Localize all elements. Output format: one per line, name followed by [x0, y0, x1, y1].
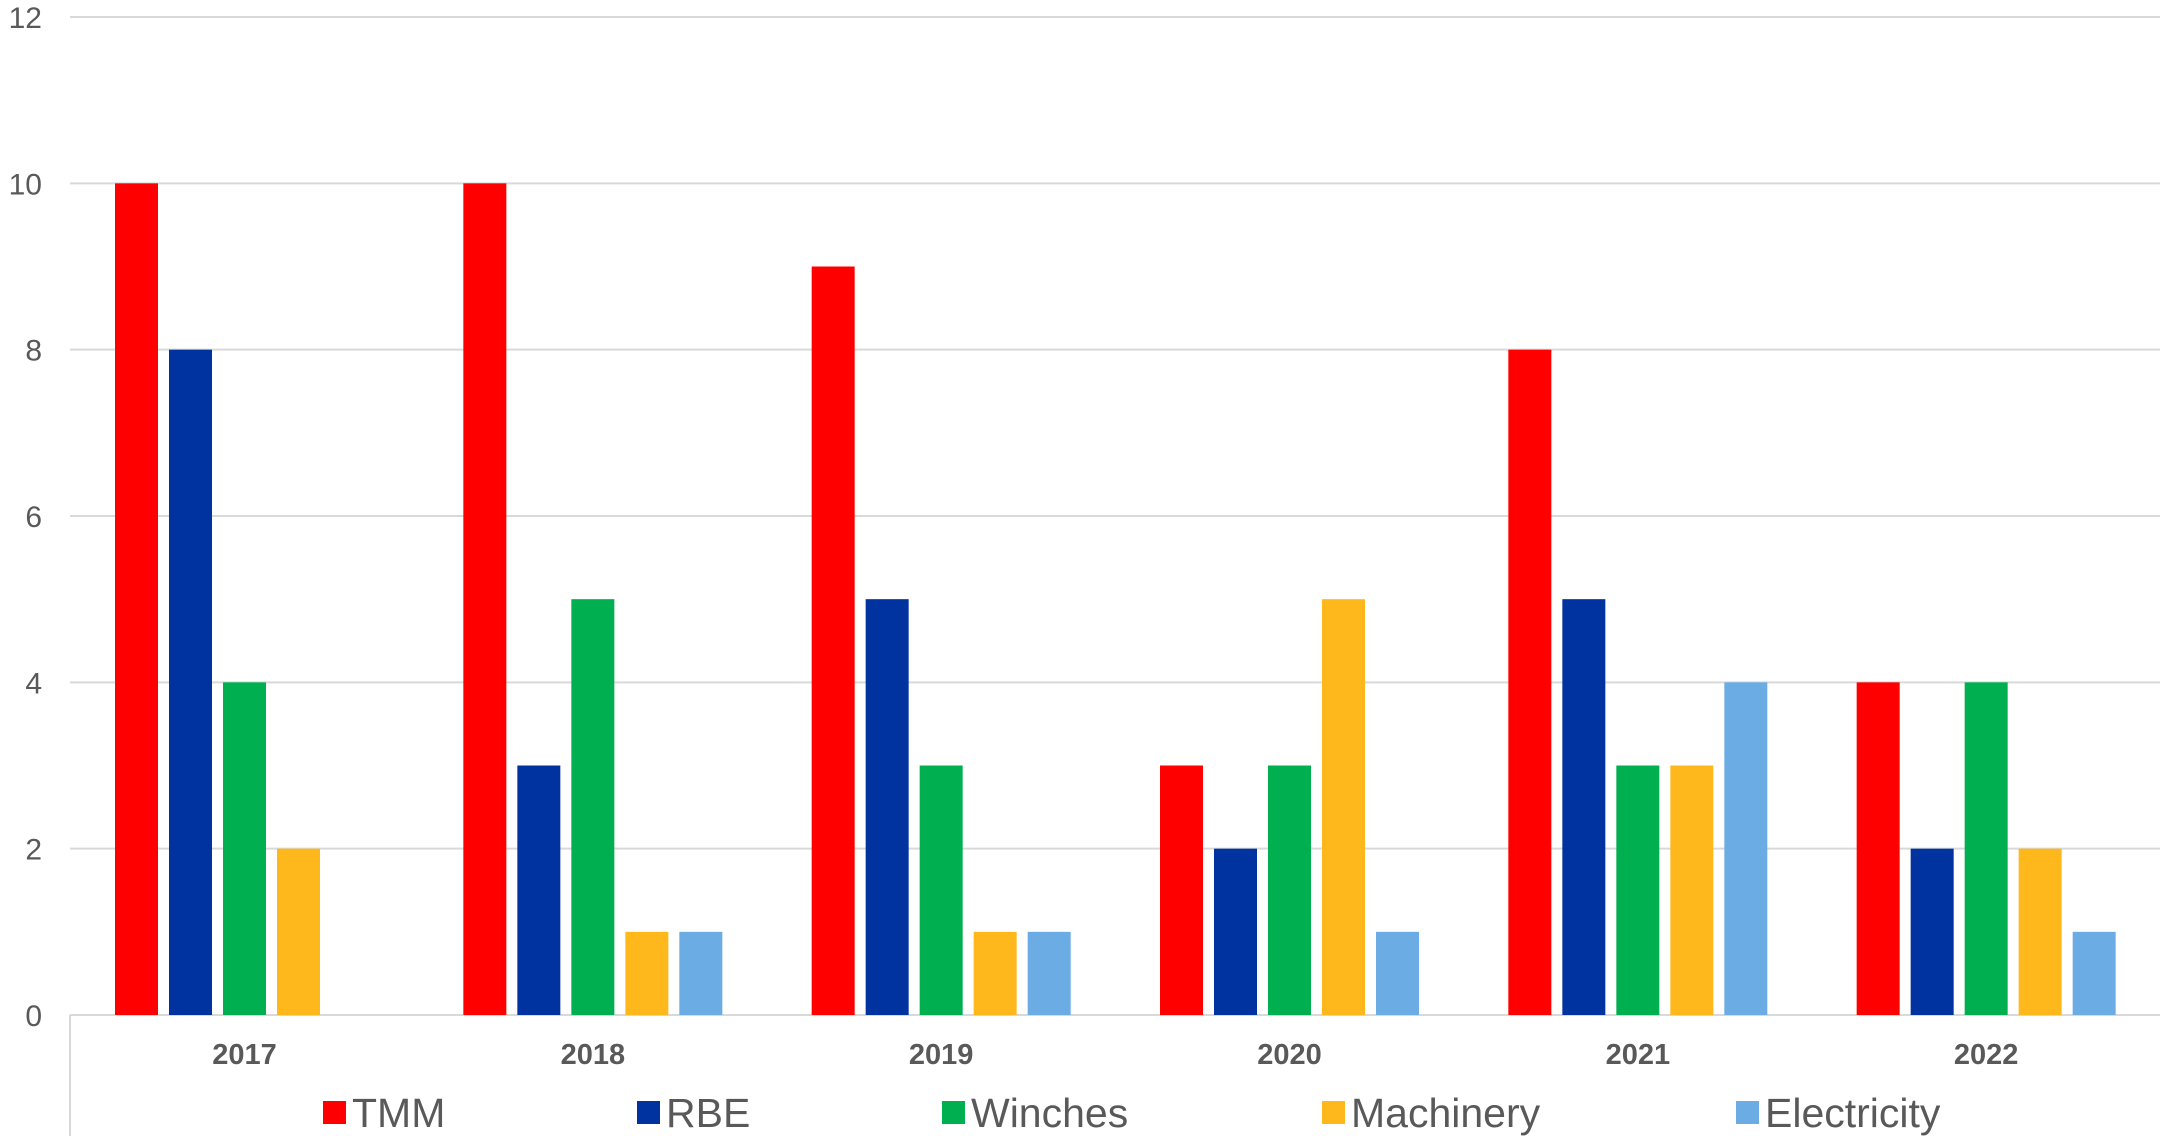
bar-winches-2020	[1268, 765, 1311, 1015]
legend-swatch	[637, 1101, 660, 1124]
bar-tmm-2018	[463, 183, 507, 1016]
bar-electricity-2022	[2072, 931, 2116, 1015]
bar-tmm-2021	[1508, 349, 1552, 1016]
bar-machinery-2019	[973, 931, 1017, 1015]
bar-machinery-2022	[2018, 848, 2062, 1015]
legend-swatch	[942, 1101, 965, 1124]
legend-swatch	[323, 1101, 346, 1124]
bar-electricity-2020	[1376, 931, 1419, 1015]
legend-item-rbe: RBE	[637, 1090, 750, 1136]
x-tick-label: 2021	[1606, 1039, 1671, 1071]
bar-electricity-2019	[1027, 931, 1071, 1015]
bar-winches-2017	[223, 682, 266, 1015]
bar-rbe-2022	[1910, 848, 1954, 1015]
x-tick-label: 2018	[561, 1039, 626, 1071]
bar-machinery-2018	[625, 931, 669, 1015]
bar-winches-2021	[1616, 765, 1660, 1015]
bar-tmm-2020	[1160, 765, 1203, 1015]
x-tick-label: 2019	[909, 1039, 974, 1071]
bar-electricity-2021	[1724, 682, 1768, 1015]
y-tick-label: 0	[25, 1000, 42, 1033]
legend-label: TMM	[352, 1090, 445, 1136]
y-tick-label: 8	[25, 335, 42, 368]
legend-item-winches: Winches	[942, 1090, 1128, 1136]
legend-label: RBE	[666, 1090, 750, 1136]
bar-tmm-2022	[1856, 682, 1900, 1015]
x-tick-label: 2017	[212, 1039, 277, 1071]
legend-swatch	[1736, 1101, 1759, 1124]
bar-winches-2019	[919, 765, 963, 1015]
y-tick-label: 10	[9, 168, 42, 201]
legend-item-machinery: Machinery	[1322, 1090, 1541, 1136]
x-axis-ticks: 2017 2018 2019 2020 2021 2022	[212, 1039, 2018, 1071]
y-tick-label: 12	[9, 2, 42, 35]
legend-item-electricity: Electricity	[1736, 1090, 1941, 1136]
bar-rbe-2018	[517, 765, 561, 1015]
bar-rbe-2017	[169, 349, 212, 1016]
x-tick-label: 2022	[1954, 1039, 2019, 1071]
legend-label: Winches	[971, 1090, 1128, 1136]
y-tick-label: 6	[25, 501, 42, 534]
bar-rbe-2021	[1562, 599, 1606, 1015]
y-tick-label: 2	[25, 834, 42, 867]
bar-rbe-2019	[865, 599, 909, 1015]
bar-rbe-2020	[1214, 848, 1257, 1015]
bar-machinery-2020	[1322, 599, 1365, 1015]
bar-tmm-2017	[115, 183, 158, 1016]
bar-winches-2022	[1964, 682, 2008, 1015]
bar-tmm-2019	[811, 266, 855, 1015]
x-tick-label: 2020	[1257, 1039, 1322, 1071]
bars	[115, 183, 2116, 1016]
bar-machinery-2017	[277, 848, 320, 1015]
bar-winches-2018	[571, 599, 615, 1015]
y-tick-label: 4	[25, 667, 42, 700]
bar-electricity-2018	[679, 931, 723, 1015]
bar-machinery-2021	[1670, 765, 1714, 1015]
legend-label: Electricity	[1765, 1090, 1941, 1136]
legend-swatch	[1322, 1101, 1345, 1124]
y-axis-ticks: 0 2 4 6 8 10 12	[9, 2, 42, 1033]
legend: TMM RBE Winches Machinery Electricity	[323, 1090, 1941, 1136]
gridlines	[69, 16, 2160, 1136]
legend-label: Machinery	[1351, 1090, 1541, 1136]
legend-item-tmm: TMM	[323, 1090, 445, 1136]
